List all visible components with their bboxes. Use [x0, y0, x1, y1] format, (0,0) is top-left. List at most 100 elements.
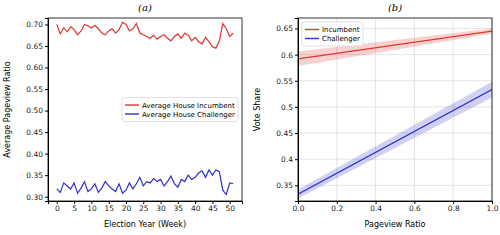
- tick-label: 0.5: [281, 103, 293, 112]
- tick-label: 0.70: [26, 20, 43, 29]
- tick-label: 0.40: [26, 150, 43, 159]
- tick: 0.55: [26, 85, 48, 94]
- x-axis-title: Election Year (Week): [104, 220, 186, 229]
- x-axis-title: Pageview Ratio: [365, 220, 426, 229]
- y-axis: 0.35 0.4 0.45 0.5 0.55 0.6 0.65: [276, 19, 298, 202]
- tick-mark: [45, 197, 48, 198]
- tick-label: 5: [72, 204, 77, 213]
- tick: 1.0: [487, 201, 499, 213]
- grid-line: [298, 133, 492, 134]
- tick-label: 10: [87, 204, 97, 213]
- tick: 45: [208, 201, 218, 213]
- tick-label: 0.4: [281, 155, 293, 164]
- tick-mark: [295, 107, 298, 108]
- panel: 0.00.20.40.60.81.00.350.40.450.50.550.60…: [253, 2, 499, 229]
- axis-line: [299, 202, 493, 205]
- tick-label: 15: [104, 204, 114, 213]
- tick-label: 50: [225, 204, 235, 213]
- tick: 0.65: [276, 24, 298, 33]
- y-axis-title: Average Pageview Ratio: [3, 61, 12, 157]
- tick-label: 0.50: [26, 106, 43, 115]
- tick-mark: [45, 46, 48, 47]
- tick-mark: [45, 175, 48, 176]
- series-line: [57, 22, 233, 48]
- tick: 15: [104, 201, 114, 213]
- tick: 0.4: [370, 201, 382, 213]
- grid-line: [298, 185, 492, 186]
- tick-label: 0.65: [26, 42, 43, 51]
- tick: 0.6: [281, 51, 298, 60]
- confidence-band: [298, 82, 492, 199]
- tick: 50: [225, 201, 235, 213]
- grid: [298, 18, 492, 201]
- tick-label: 0.60: [26, 63, 43, 72]
- tick-mark: [45, 154, 48, 155]
- chart-title: (a): [138, 2, 152, 13]
- tick-label: 0.8: [448, 204, 460, 213]
- tick: 0.0: [293, 201, 305, 213]
- plot-frame: [298, 18, 492, 201]
- tick-mark: [45, 89, 48, 90]
- tick-label: 0.55: [26, 85, 43, 94]
- tick: 30: [156, 201, 166, 213]
- tick: 0.60: [26, 63, 48, 72]
- legend-swatch: [305, 38, 319, 39]
- tick-mark: [295, 28, 298, 29]
- tick-mark: [45, 68, 48, 69]
- tick: 0.4: [281, 155, 298, 164]
- legend: IncumbentChallenger: [302, 22, 363, 46]
- tick-label: 0.65: [276, 24, 293, 33]
- legend-swatch: [125, 104, 139, 105]
- tick: 0.45: [26, 128, 48, 137]
- tick: 0.45: [276, 129, 298, 138]
- tick: 0.35: [276, 181, 298, 190]
- tick-label: 20: [122, 204, 132, 213]
- x-axis: 0.0 0.2 0.4 0.6 0.8 1.0: [293, 201, 499, 213]
- tick: 40: [191, 201, 201, 213]
- tick: 0.50: [26, 106, 48, 115]
- legend-swatch: [305, 29, 319, 30]
- tick-label: 0.45: [276, 129, 293, 138]
- tick-mark: [295, 133, 298, 134]
- tick-label: 0.45: [26, 128, 43, 137]
- grid-line: [298, 159, 492, 160]
- legend-box: [302, 22, 363, 46]
- tick-label: 0.6: [281, 51, 293, 60]
- tick-label: 0.35: [26, 171, 43, 180]
- tick: 0: [55, 201, 60, 213]
- legend-label: Incumbent: [322, 26, 360, 34]
- grid-line: [298, 80, 492, 81]
- tick: 10: [87, 201, 97, 213]
- series-line: [298, 90, 492, 195]
- tick: 0.65: [26, 42, 48, 51]
- tick-label: 35: [174, 204, 184, 213]
- figure: 051015202530354045500.300.350.400.450.50…: [0, 0, 500, 235]
- tick: 0.6: [409, 201, 421, 213]
- tick: 20: [122, 201, 132, 213]
- legend-box: [122, 98, 238, 122]
- tick: 0.40: [26, 150, 48, 159]
- tick: 0.8: [448, 201, 460, 213]
- tick-label: 30: [156, 204, 166, 213]
- tick-label: 0.2: [331, 204, 343, 213]
- tick-mark: [295, 81, 298, 82]
- tick-label: 0.30: [26, 193, 43, 202]
- tick: 0.30: [26, 193, 48, 202]
- tick-label: 0.35: [276, 181, 293, 190]
- plot-area: [298, 28, 492, 198]
- tick-label: 0: [55, 204, 60, 213]
- tick: 5: [72, 201, 77, 213]
- plot-frame: [48, 18, 242, 201]
- tick-label: 25: [139, 204, 149, 213]
- confidence-band: [298, 28, 492, 66]
- tick-label: 40: [191, 204, 201, 213]
- legend-swatch: [125, 113, 139, 114]
- tick-label: 0.0: [293, 204, 305, 213]
- legend-label: Average House Challenger: [142, 111, 235, 119]
- tick: 0.70: [26, 20, 48, 29]
- tick-mark: [295, 185, 298, 186]
- tick-mark: [45, 111, 48, 112]
- tick: 0.55: [276, 77, 298, 86]
- tick: 0.5: [281, 103, 298, 112]
- series-line: [57, 170, 233, 195]
